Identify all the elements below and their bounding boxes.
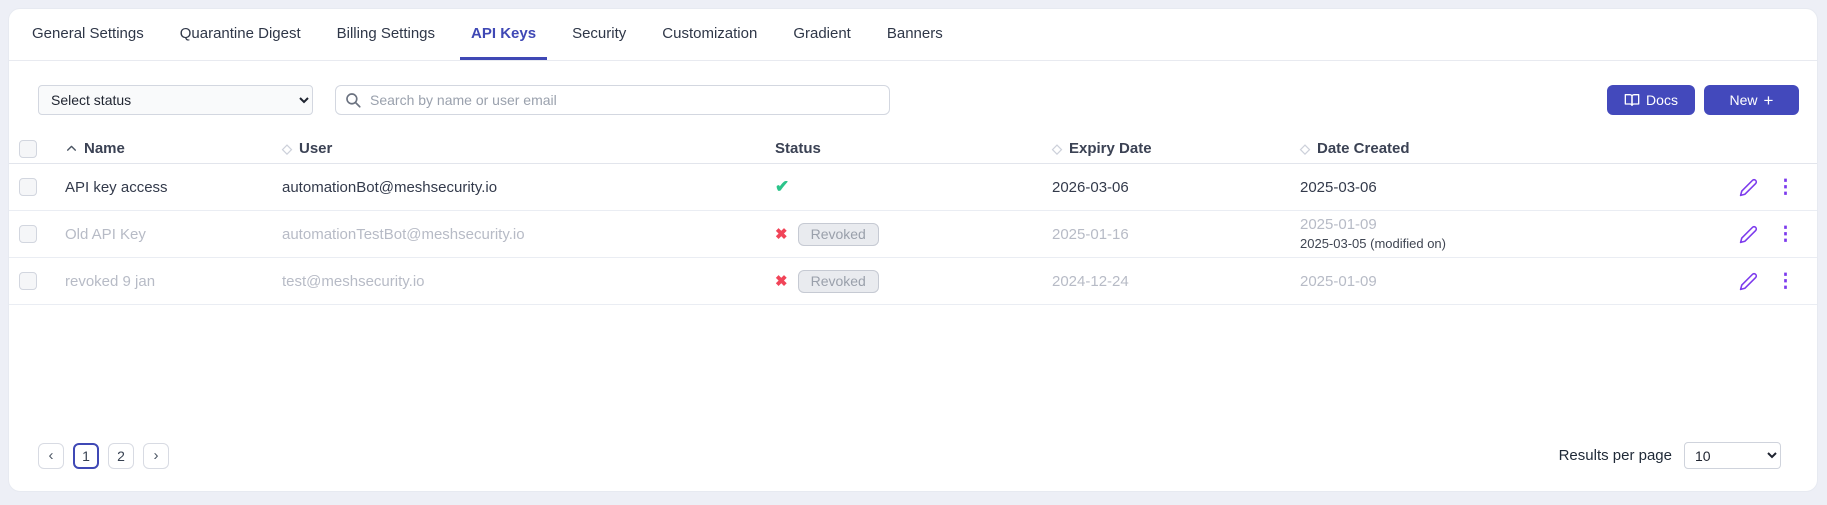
search-field-wrapper: [335, 85, 890, 115]
new-button-label: New: [1729, 92, 1758, 108]
tab-billing-settings[interactable]: Billing Settings: [336, 24, 436, 42]
pencil-icon: [1739, 272, 1757, 290]
new-api-key-button[interactable]: New +: [1704, 85, 1799, 115]
x-icon: ✖: [775, 226, 788, 243]
column-header-user-label: User: [299, 140, 333, 157]
kebab-icon: ⋮: [1776, 176, 1795, 198]
api-key-name: revoked 9 jan: [65, 272, 156, 290]
column-header-name[interactable]: Name: [57, 140, 277, 157]
column-header-user[interactable]: ◇ User: [277, 140, 769, 157]
tab-quarantine-digest[interactable]: Quarantine Digest: [179, 24, 301, 42]
table-toolbar: Select status Docs New +: [38, 85, 1799, 115]
row-menu-button[interactable]: ⋮: [1776, 272, 1795, 291]
sort-diamond-icon: ◇: [1052, 141, 1062, 156]
row-checkbox[interactable]: [19, 178, 37, 196]
tab-security[interactable]: Security: [572, 24, 627, 42]
table-row: Old API Key automationTestBot@meshsecuri…: [9, 211, 1817, 258]
column-header-status-label: Status: [775, 140, 821, 157]
edit-button[interactable]: [1739, 272, 1758, 291]
results-per-page-label: Results per page: [1558, 447, 1672, 464]
search-icon: [346, 93, 361, 108]
pencil-icon: [1739, 178, 1757, 196]
table-row: revoked 9 jan test@meshsecurity.io ✖ Rev…: [9, 258, 1817, 305]
column-header-created-label: Date Created: [1317, 140, 1410, 157]
docs-button[interactable]: Docs: [1607, 85, 1695, 115]
expiry-date: 2025-01-16: [1052, 225, 1129, 243]
row-checkbox[interactable]: [19, 272, 37, 290]
api-key-user-email: automationBot@meshsecurity.io: [282, 178, 498, 196]
sort-diamond-icon: ◇: [282, 141, 292, 156]
page-button-2[interactable]: 2: [108, 442, 134, 469]
row-checkbox[interactable]: [19, 225, 37, 243]
column-header-status: Status: [769, 140, 1045, 157]
column-header-expiry-label: Expiry Date: [1069, 140, 1152, 157]
column-header-expiry[interactable]: ◇ Expiry Date: [1045, 140, 1293, 157]
created-date: 2025-01-09: [1300, 216, 1377, 234]
status-filter-select[interactable]: Select status: [38, 85, 313, 115]
pagination: ‹ 1 2 ›: [38, 442, 169, 469]
tab-banners[interactable]: Banners: [886, 24, 943, 42]
toolbar-buttons: Docs New +: [1607, 85, 1799, 115]
api-key-name: Old API Key: [65, 225, 146, 243]
table-footer: ‹ 1 2 › Results per page 10: [9, 442, 1817, 469]
expiry-date: 2026-03-06: [1052, 178, 1129, 196]
row-menu-button[interactable]: ⋮: [1776, 225, 1795, 244]
api-key-name: API key access: [65, 178, 168, 196]
expiry-date: 2024-12-24: [1052, 272, 1129, 290]
plus-icon: +: [1763, 90, 1774, 110]
api-keys-settings-card: General Settings Quarantine Digest Billi…: [8, 8, 1818, 492]
created-date: 2025-03-06: [1300, 178, 1377, 196]
revoked-badge: Revoked: [797, 222, 879, 246]
results-per-page-select[interactable]: 10: [1684, 442, 1781, 469]
table-row: API key access automationBot@meshsecurit…: [9, 164, 1817, 211]
kebab-icon: ⋮: [1776, 223, 1795, 245]
previous-page-button[interactable]: ‹: [38, 442, 64, 469]
sort-ascending-icon: [65, 142, 78, 155]
tab-api-keys[interactable]: API Keys: [460, 9, 548, 60]
tab-general-settings[interactable]: General Settings: [32, 24, 144, 42]
table-header-row: Name ◇ User Status ◇ Expiry Date ◇ Date …: [9, 134, 1817, 164]
api-key-user-email: test@meshsecurity.io: [282, 272, 425, 290]
sort-diamond-icon: ◇: [1300, 141, 1310, 156]
select-all-checkbox[interactable]: [19, 139, 37, 158]
column-header-name-label: Name: [84, 140, 125, 157]
tab-gradient[interactable]: Gradient: [793, 24, 851, 42]
modified-date: 2025-03-05 (modified on): [1300, 236, 1446, 252]
page-button-1[interactable]: 1: [73, 442, 99, 469]
x-icon: ✖: [775, 273, 788, 290]
kebab-icon: ⋮: [1776, 270, 1795, 292]
column-header-created[interactable]: ◇ Date Created: [1293, 140, 1707, 157]
settings-tabbar: General Settings Quarantine Digest Billi…: [9, 9, 1817, 61]
check-icon: ✔: [775, 177, 790, 196]
edit-button[interactable]: [1739, 225, 1758, 244]
results-per-page: Results per page 10: [1559, 442, 1781, 469]
created-date: 2025-01-09: [1300, 272, 1377, 290]
docs-button-label: Docs: [1646, 92, 1678, 108]
next-page-button[interactable]: ›: [143, 442, 169, 469]
book-icon: [1624, 94, 1640, 106]
search-input[interactable]: [335, 85, 890, 115]
row-menu-button[interactable]: ⋮: [1776, 178, 1795, 197]
pencil-icon: [1739, 225, 1757, 243]
revoked-badge: Revoked: [797, 269, 879, 293]
tab-customization[interactable]: Customization: [662, 24, 758, 42]
edit-button[interactable]: [1739, 178, 1758, 197]
api-key-user-email: automationTestBot@meshsecurity.io: [282, 225, 525, 243]
